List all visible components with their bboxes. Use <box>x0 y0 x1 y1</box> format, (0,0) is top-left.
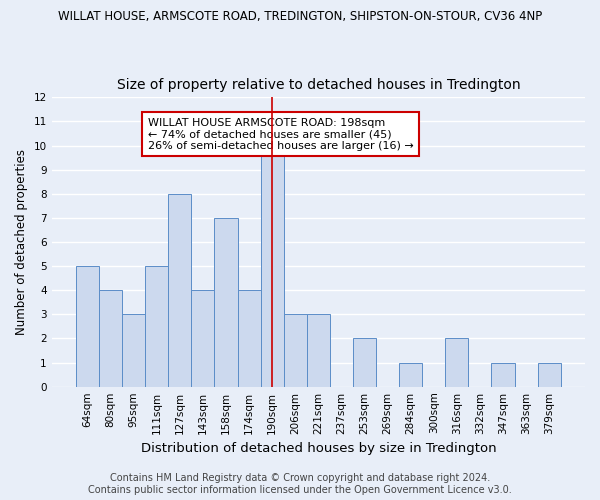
Bar <box>353 338 376 386</box>
Title: Size of property relative to detached houses in Tredington: Size of property relative to detached ho… <box>116 78 520 92</box>
Text: WILLAT HOUSE, ARMSCOTE ROAD, TREDINGTON, SHIPSTON-ON-STOUR, CV36 4NP: WILLAT HOUSE, ARMSCOTE ROAD, TREDINGTON,… <box>58 10 542 23</box>
Y-axis label: Number of detached properties: Number of detached properties <box>15 149 28 335</box>
Bar <box>284 314 307 386</box>
Text: WILLAT HOUSE ARMSCOTE ROAD: 198sqm
← 74% of detached houses are smaller (45)
26%: WILLAT HOUSE ARMSCOTE ROAD: 198sqm ← 74%… <box>148 118 413 151</box>
Bar <box>260 146 284 386</box>
Bar <box>76 266 99 386</box>
Bar <box>445 338 469 386</box>
Bar <box>538 362 561 386</box>
Bar <box>122 314 145 386</box>
Bar <box>214 218 238 386</box>
Bar <box>307 314 330 386</box>
X-axis label: Distribution of detached houses by size in Tredington: Distribution of detached houses by size … <box>140 442 496 455</box>
Bar <box>191 290 214 386</box>
Bar <box>168 194 191 386</box>
Bar <box>238 290 260 386</box>
Text: Contains HM Land Registry data © Crown copyright and database right 2024.
Contai: Contains HM Land Registry data © Crown c… <box>88 474 512 495</box>
Bar <box>145 266 168 386</box>
Bar <box>99 290 122 386</box>
Bar <box>491 362 515 386</box>
Bar <box>399 362 422 386</box>
